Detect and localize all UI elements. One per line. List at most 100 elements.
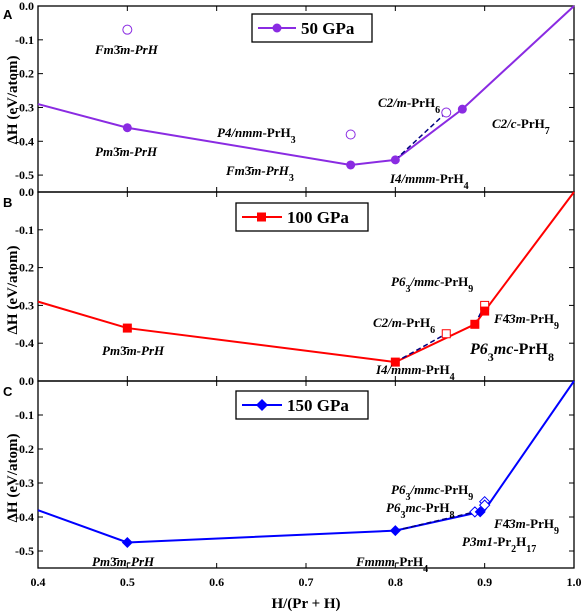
x-axis-label: H/(Pr + H) [271, 596, 340, 612]
legend-b: 100 GPa [235, 202, 369, 232]
label-c-p63mc: P63mc-PrH8 [386, 500, 455, 521]
x-tick-label-1: 0.5 [120, 575, 135, 589]
label-b-pm3m-prh-bar: 3̄ [120, 343, 129, 358]
label-a-c2m-rest: -PrH [407, 95, 435, 110]
label-c-p63mmc: P63/mmc-PrH9 [391, 482, 473, 503]
label-b-p63mmc-sub3: 3 [405, 284, 410, 295]
label-b-p63mmc-mmc: /mmc [409, 274, 440, 289]
label-b-pm3m-prh: Pm3̄m-PrH [102, 343, 165, 358]
label-c-p63mc-p6: P6 [386, 500, 401, 515]
label-c-p63mmc-p6: P6 [391, 482, 406, 497]
y-tick-label-2-3: -0.3 [15, 476, 34, 490]
y-tick-label-2-0: 0.0 [19, 374, 34, 388]
legend-b-text: 100 GPa [287, 208, 349, 227]
y-tick-label-1-1: -0.1 [15, 223, 34, 237]
label-a-fm3m-prh3: Fm3̄m-PrH3 [225, 163, 294, 184]
label-c-p63mmc-sub3: 3 [405, 492, 410, 503]
label-a-pm3m-prh: Pm3̄m-PrH [95, 144, 158, 159]
label-a-p4nmm-rest: -PrH [263, 125, 291, 140]
label-b-f43m-rest: -PrH [526, 311, 554, 326]
label-a-fm3m-prh-sg: Fm [94, 42, 114, 57]
stable-point-C-0 [121, 537, 133, 548]
label-b-i4mmm-sub: 4 [450, 372, 455, 383]
label-c-pm3m-prh-rest: m-PrH [117, 554, 155, 569]
label-b-f43m-3m: 3m [508, 311, 526, 326]
label-c-p3m1-h: H [516, 534, 526, 549]
label-c-p63mmc-mmc: /mmc [409, 482, 440, 497]
label-b-c2m-rest: -PrH [402, 315, 430, 330]
label-a-c2m-sg: C2/m [378, 95, 407, 110]
panel-letter-a: A [3, 7, 13, 22]
label-b-p63mc: P63mc-PrH8 [469, 341, 554, 364]
y-tick-label-0-2: -0.2 [15, 67, 34, 81]
x-tick-label-2: 0.6 [209, 575, 224, 589]
label-c-p63mmc-sub9: 9 [468, 492, 473, 503]
legend-c: 150 GPa [235, 390, 369, 420]
y-tick-label-2-4: -0.4 [15, 510, 34, 524]
label-c-p63mc-sub8: 8 [450, 510, 455, 521]
stable-point-C-2 [474, 506, 486, 518]
label-b-p63mmc-p6: P6 [391, 274, 406, 289]
label-a-c2c-sg: C2/c [492, 116, 517, 131]
label-c-fmmm: Fmmm-PrH4 [355, 554, 428, 575]
label-b-c2m-sub: 6 [430, 325, 435, 336]
legend-c-marker [256, 399, 268, 411]
y-tick-label-1-3: -0.3 [15, 298, 34, 312]
hull-line-B [37, 191, 575, 364]
label-a-i4mmm-sub: 4 [464, 181, 469, 192]
label-c-pm3m-prh-sg: Pm [92, 554, 110, 569]
y-tick-label-2-5: -0.5 [15, 544, 34, 558]
label-c-f43m-f: F [493, 516, 503, 531]
label-b-pm3m-prh-rest: m-PrH [127, 343, 165, 358]
label-c-p3m1-sub17: 17 [526, 544, 536, 555]
label-a-fm3m-prh3-sub: 3 [289, 173, 294, 184]
label-a-c2c-rest: -PrH [517, 116, 545, 131]
label-b-p63mmc-rest: -PrH [440, 274, 468, 289]
dashed-link-B-0 [394, 333, 447, 363]
label-b-p63mmc: P63/mmc-PrH9 [391, 274, 473, 295]
panel-letter-b: B [3, 195, 12, 210]
label-c-f43m-rest: -PrH [526, 516, 554, 531]
label-a-fm3m-prh3-bar: 3̄ [245, 163, 254, 178]
label-c-p63mc-rest: -PrH [421, 500, 449, 515]
label-a-fm3m-prh3-sg: Fm [225, 163, 245, 178]
label-c-fmmm-sub: 4 [423, 564, 428, 575]
label-c-p3m1: P3m1-Pr2H17 [462, 534, 536, 555]
label-a-fm3m-prh3-rest: m-PrH [251, 163, 289, 178]
stable-point-C-1 [389, 525, 401, 537]
label-b-p63mc-rest: -PrH [513, 341, 548, 358]
label-b-i4mmm-rest: -PrH [422, 362, 450, 377]
label-c-fmmm-rest: -PrH [395, 554, 423, 569]
stable-point-B-1 [390, 357, 400, 367]
y-tick-label-0-3: -0.3 [15, 100, 34, 114]
x-tick-label-0: 0.4 [31, 575, 46, 589]
label-a-c2m-sub: 6 [435, 105, 440, 116]
label-c-f43m-3m: 3m [508, 516, 526, 531]
y-axis-label-a: ΔH (eV/atom) [5, 56, 21, 145]
y-axis-label-c: ΔH (eV/atom) [5, 434, 21, 523]
label-b-f43m: F4̄3m-PrH9 [493, 311, 559, 332]
metastable-point-C-2 [478, 499, 491, 511]
label-a-i4mmm-rest: -PrH [436, 171, 464, 186]
label-a-fm3m-prh: Fm3̄m-PrH [94, 42, 159, 57]
label-a-fm3m-prh-bar: 3̄ [114, 42, 123, 57]
legend-c-text: 150 GPa [287, 396, 349, 415]
x-tick-label-5: 0.9 [477, 575, 492, 589]
x-tick-label-6: 1.0 [567, 575, 582, 589]
label-a-pm3m-prh-sg: Pm [95, 144, 113, 159]
x-tick-label-4: 0.8 [388, 575, 403, 589]
label-a-c2c: C2/c-PrH7 [492, 116, 550, 137]
stable-point-B-2 [470, 319, 480, 329]
label-c-f43m-sub: 9 [554, 526, 559, 537]
panel-letter-c: C [3, 384, 13, 399]
stable-point-B-0 [122, 323, 132, 333]
x-tick-label-3: 0.7 [299, 575, 314, 589]
label-a-c2m: C2/m-PrH6 [378, 95, 440, 116]
stable-point-A-1 [346, 160, 356, 170]
label-c-pm3m-prh-bar: 3̄ [110, 554, 119, 569]
legend-a-marker [272, 23, 282, 33]
stable-point-A-3 [457, 104, 467, 114]
label-a-i4mmm: I4/mmm-PrH4 [389, 171, 469, 192]
metastable-point-A-1 [345, 129, 356, 140]
